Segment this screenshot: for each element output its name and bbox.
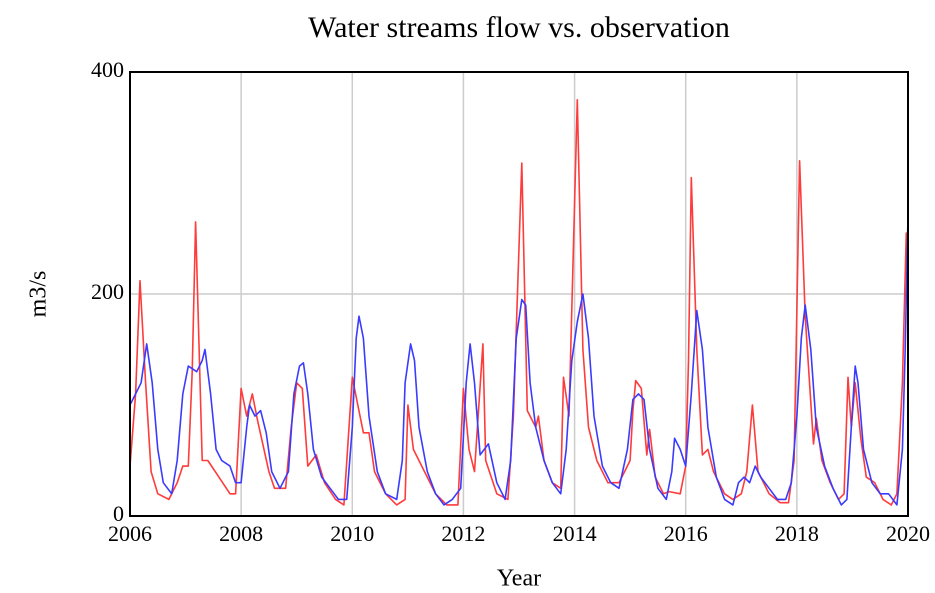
x-tick-label: 2016 [664,521,708,546]
y-tick-label: 400 [91,57,124,82]
x-tick-label: 2006 [108,521,152,546]
x-tick-label: 2014 [553,521,597,546]
y-tick-label: 0 [113,501,124,526]
x-tick-label: 2008 [219,521,263,546]
x-tick-label: 2020 [886,521,930,546]
plot-frame [129,71,909,517]
chart-title: Water streams flow vs. observation [308,11,730,44]
x-tick-label: 2010 [330,521,374,546]
data-line [129,216,909,506]
x-axis-label: Year [497,566,541,592]
data-line [129,99,909,506]
x-tick-label: 2018 [775,521,819,546]
y-axis-label: m3/s [26,271,52,318]
x-tick-label: 2012 [441,521,485,546]
y-tick-label: 200 [91,279,124,304]
